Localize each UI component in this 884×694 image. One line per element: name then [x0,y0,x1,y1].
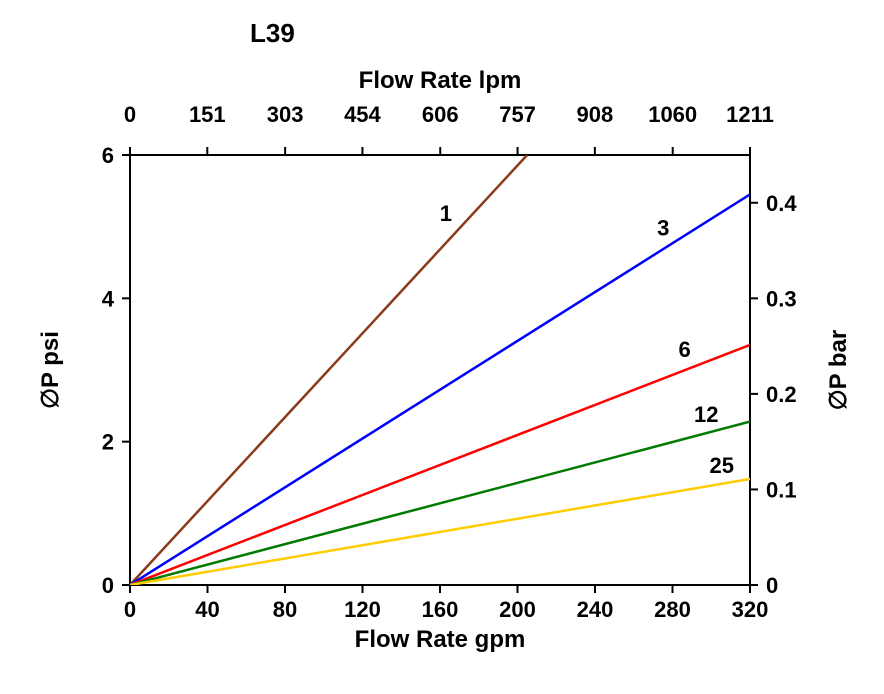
x-bottom-axis-label: Flow Rate gpm [355,626,526,653]
x-bottom-tick-label: 120 [344,597,381,622]
y-right-tick-label: 0 [766,573,778,598]
series-label-1: 1 [440,201,452,226]
series-label-3: 3 [657,215,669,240]
y-right-tick-label: 0.1 [766,477,797,502]
x-top-tick-label: 757 [499,102,536,127]
x-bottom-tick-label: 80 [273,597,297,622]
y-right-axis-label: ∅P bar [825,330,852,411]
x-top-tick-label: 151 [189,102,226,127]
y-left-tick-label: 6 [102,143,114,168]
y-right-tick-label: 0.4 [766,191,797,216]
pressure-flow-chart: L39Flow Rate lpm015130345460675790810601… [0,0,884,694]
chart-title: L39 [250,18,295,48]
x-top-tick-label: 303 [267,102,304,127]
x-top-axis-label: Flow Rate lpm [359,67,522,94]
x-bottom-tick-label: 240 [577,597,614,622]
y-right-tick-label: 0.3 [766,286,797,311]
x-bottom-tick-label: 160 [422,597,459,622]
x-bottom-tick-label: 200 [499,597,536,622]
x-top-tick-label: 1211 [726,102,774,127]
y-left-axis-label: ∅P psi [37,331,64,409]
y-left-tick-label: 0 [102,573,114,598]
series-label-6: 6 [679,337,691,362]
x-top-tick-label: 0 [124,102,136,127]
x-top-tick-label: 908 [577,102,614,127]
x-bottom-tick-label: 0 [124,597,136,622]
x-top-tick-label: 606 [422,102,459,127]
x-top-tick-label: 1060 [648,102,697,127]
x-bottom-tick-label: 280 [654,597,691,622]
x-bottom-tick-label: 320 [732,597,769,622]
series-label-25: 25 [710,453,734,478]
y-left-tick-label: 2 [102,430,114,455]
x-top-tick-label: 454 [344,102,381,127]
y-right-tick-label: 0.2 [766,382,797,407]
x-bottom-tick-label: 40 [195,597,219,622]
chart-container: L39Flow Rate lpm015130345460675790810601… [0,0,884,694]
y-left-tick-label: 4 [102,286,115,311]
series-label-12: 12 [694,402,718,427]
